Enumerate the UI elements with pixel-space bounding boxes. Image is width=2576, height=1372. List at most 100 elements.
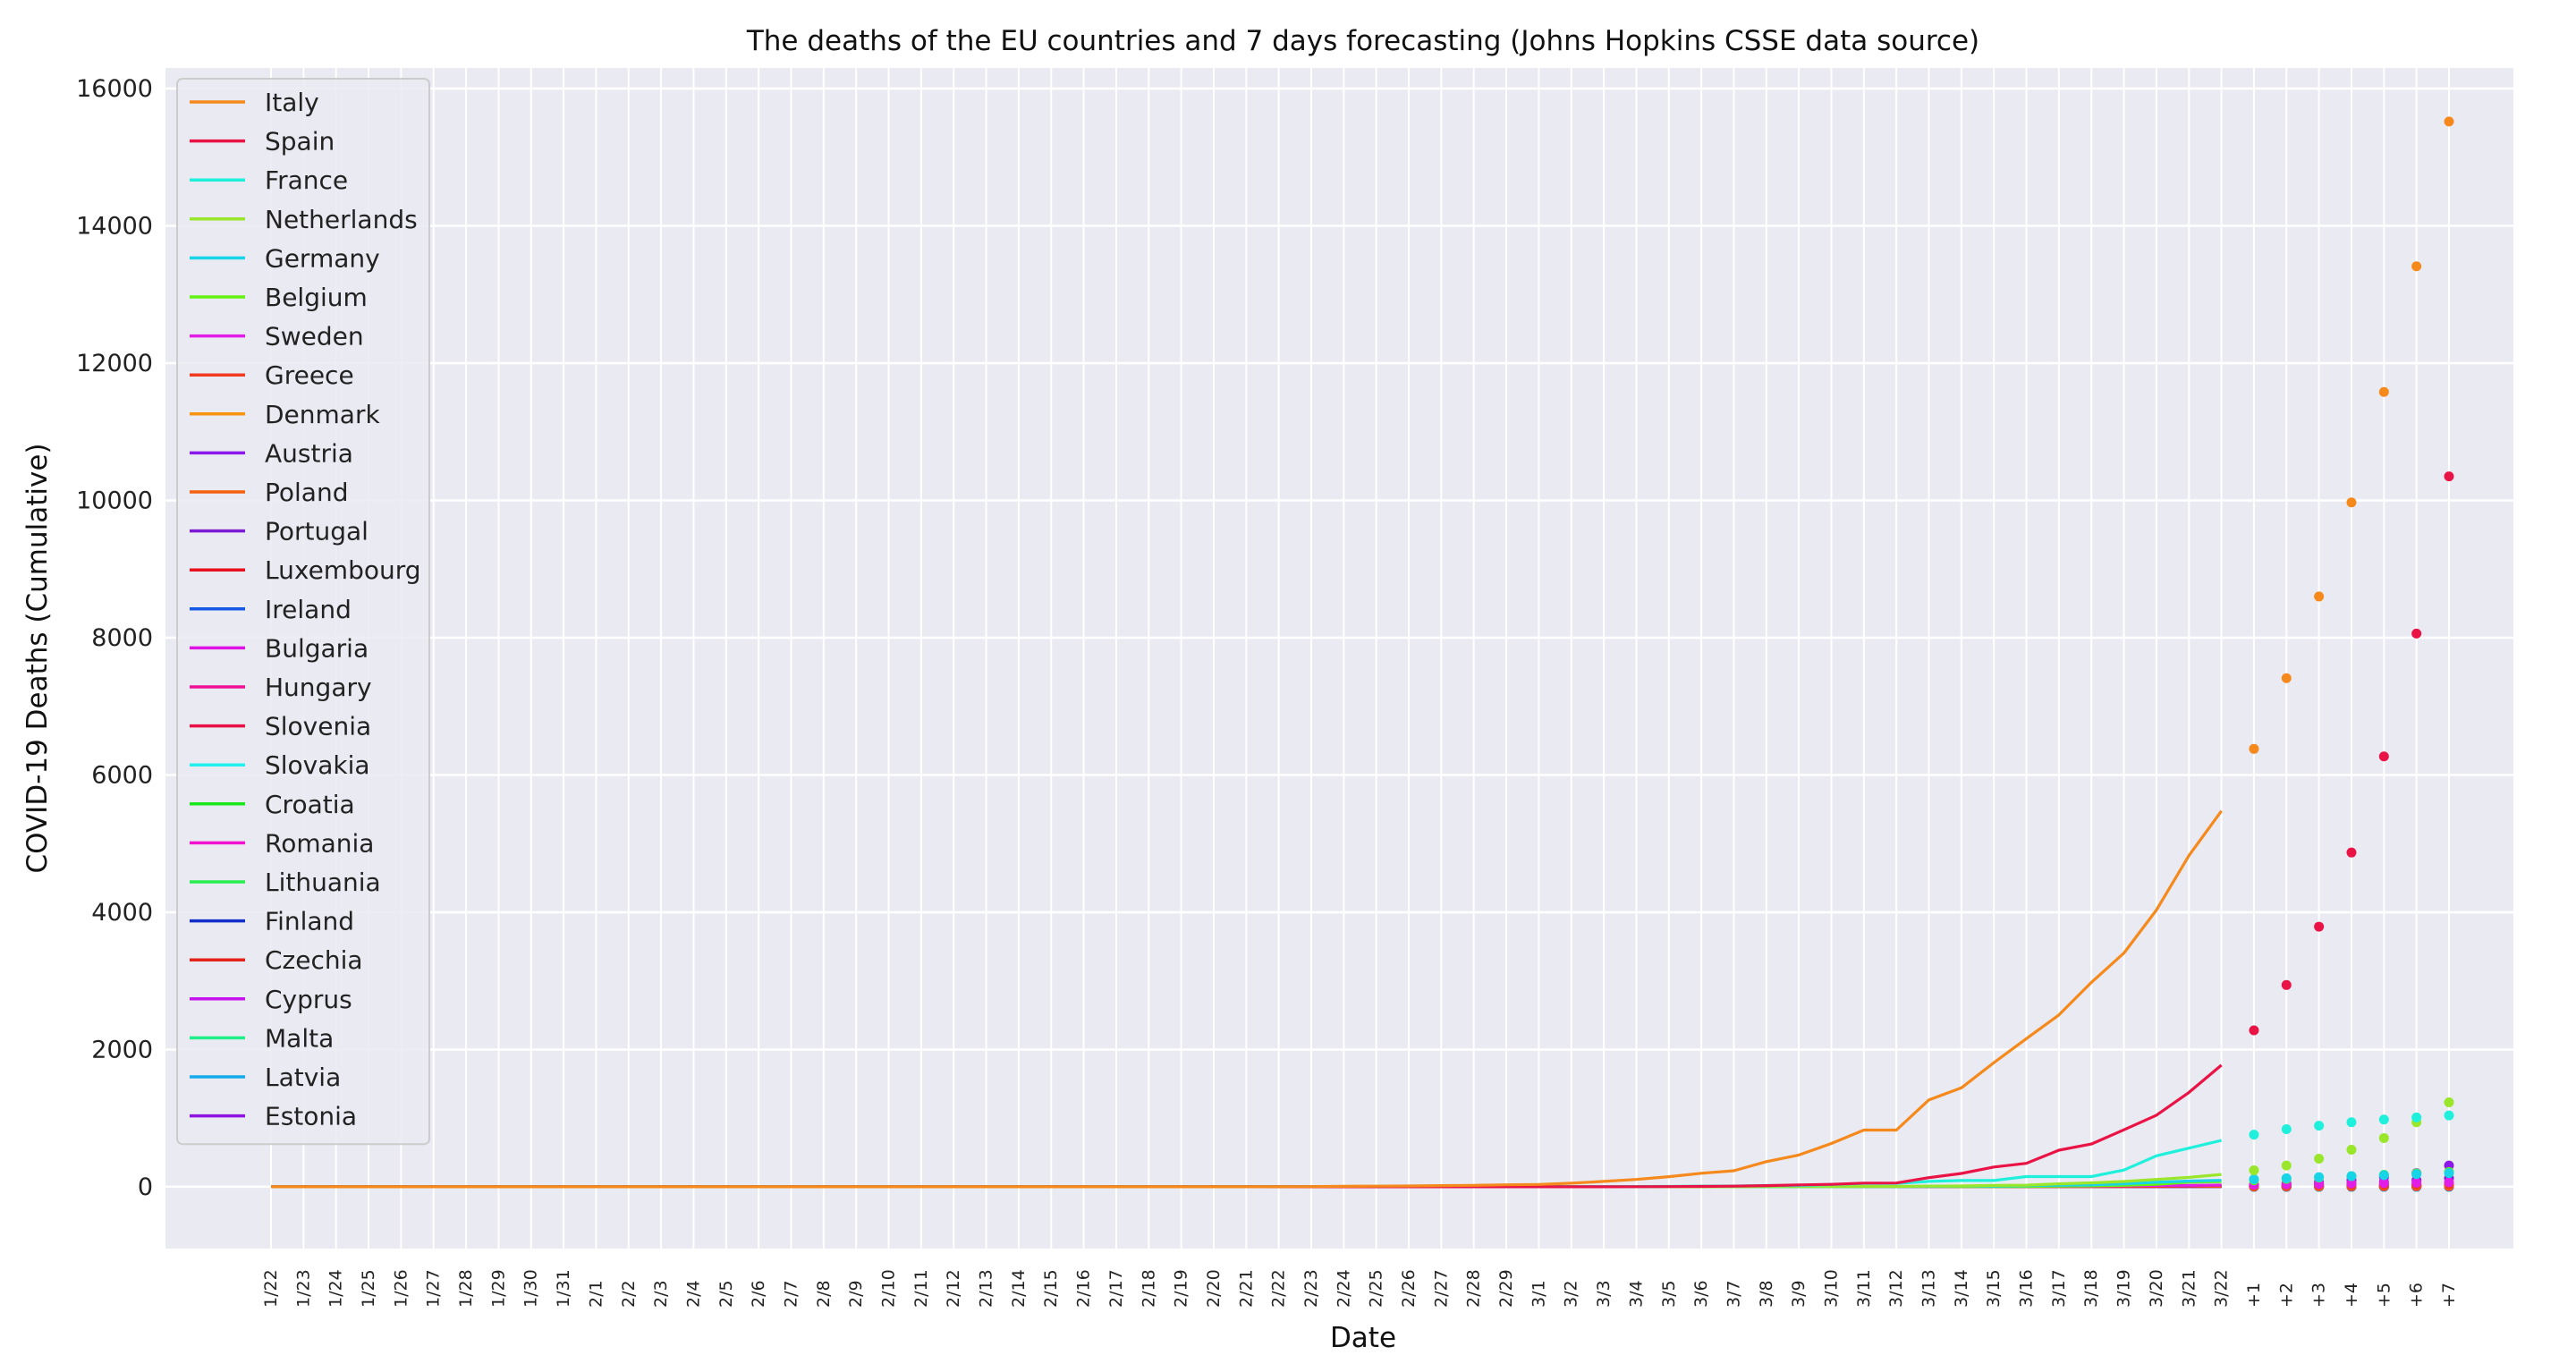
x-tick-label: 3/19 <box>2114 1269 2134 1308</box>
forecast-point-netherlands <box>2346 1144 2357 1155</box>
x-tick-label: 2/6 <box>749 1280 768 1308</box>
forecast-point-netherlands <box>2378 1132 2389 1143</box>
legend-label: Slovenia <box>265 712 371 741</box>
x-tick-label: 3/20 <box>2147 1269 2166 1308</box>
x-tick-label: 1/27 <box>424 1269 444 1308</box>
forecast-point-italy <box>2346 497 2357 508</box>
legend-label: Hungary <box>265 673 372 702</box>
legend-label: Italy <box>265 88 319 117</box>
forecast-point-netherlands <box>2249 1165 2259 1176</box>
x-tick-label: 3/3 <box>1594 1280 1614 1308</box>
x-tick-label: 2/4 <box>683 1280 703 1308</box>
forecast-point-germany <box>2411 1169 2422 1180</box>
x-tick-label: 2/22 <box>1269 1269 1289 1308</box>
x-tick-label: 2/8 <box>814 1280 834 1308</box>
forecast-point-italy <box>2378 386 2389 397</box>
forecast-point-sweden <box>2411 1177 2422 1188</box>
y-tick-label: 16000 <box>76 75 153 103</box>
y-axis: 0 2000 4000 6000 8000 10000 12000 14000 16000 <box>76 75 153 1201</box>
legend-label: Sweden <box>265 322 364 351</box>
x-tick-label: 2/28 <box>1464 1269 1484 1308</box>
x-tick-label: 1/26 <box>391 1269 411 1308</box>
x-tick-label: 2/29 <box>1496 1269 1516 1308</box>
x-tick-label: +3 <box>2309 1283 2329 1308</box>
x-tick-label: 2/5 <box>716 1280 736 1308</box>
x-tick-label: 2/18 <box>1139 1269 1158 1308</box>
x-tick-label: 3/1 <box>1529 1280 1548 1308</box>
legend-label: Ireland <box>265 595 352 624</box>
y-tick-label: 0 <box>138 1173 153 1201</box>
x-tick-label: 3/6 <box>1691 1280 1711 1308</box>
x-tick-label: 3/9 <box>1789 1280 1809 1308</box>
x-tick-label: 2/7 <box>781 1280 801 1308</box>
x-tick-label: 1/28 <box>456 1269 476 1308</box>
forecast-point-france <box>2411 1112 2422 1122</box>
x-tick-label: 2/20 <box>1204 1269 1224 1308</box>
forecast-point-spain <box>2346 847 2357 858</box>
legend-label: Cyprus <box>265 985 352 1014</box>
forecast-point-france <box>2249 1130 2259 1140</box>
legend-label: Denmark <box>265 400 380 429</box>
legend-label: Slovakia <box>265 750 370 780</box>
x-tick-label: 2/1 <box>586 1280 606 1308</box>
forecast-point-spain <box>2444 471 2454 482</box>
x-tick-label: 2/27 <box>1431 1269 1451 1308</box>
forecast-point-spain <box>2249 1025 2259 1036</box>
legend-label: Bulgaria <box>265 633 369 663</box>
x-tick-label: 2/23 <box>1301 1269 1321 1308</box>
x-tick-label: 2/10 <box>879 1269 899 1308</box>
x-axis-label: Date <box>1330 1322 1396 1354</box>
x-tick-label: +1 <box>2244 1283 2264 1308</box>
x-tick-label: 3/7 <box>1724 1280 1743 1308</box>
x-tick-label: 3/22 <box>2212 1269 2232 1308</box>
legend-label: Greece <box>265 360 354 390</box>
legend-label: Croatia <box>265 790 355 819</box>
x-tick-label: 2/15 <box>1041 1269 1061 1308</box>
series-lines <box>271 809 2223 1189</box>
x-tick-label: 3/8 <box>1757 1280 1776 1308</box>
forecast-point-italy <box>2281 673 2292 683</box>
x-tick-label: 3/11 <box>1854 1269 1874 1308</box>
x-tick-label: 3/14 <box>1952 1269 1971 1308</box>
legend-label: Latvia <box>265 1063 341 1092</box>
x-tick-label: 2/3 <box>651 1280 671 1308</box>
x-tick-label: 3/18 <box>2081 1269 2101 1308</box>
x-tick-label: +6 <box>2407 1283 2427 1308</box>
x-axis: 1/22 1/23 1/24 1/25 1/26 1/27 1/28 1/29 1/30 1/31… <box>261 1269 2459 1308</box>
x-tick-label: 3/17 <box>2049 1269 2069 1308</box>
x-tick-label: 3/2 <box>1562 1280 1581 1308</box>
y-tick-label: 14000 <box>76 213 153 241</box>
forecast-point-netherlands <box>2281 1160 2292 1171</box>
x-tick-label: 3/4 <box>1626 1280 1646 1308</box>
x-tick-label: 1/31 <box>554 1269 573 1308</box>
x-tick-label: +7 <box>2439 1283 2459 1308</box>
x-tick-label: 2/26 <box>1399 1269 1419 1308</box>
forecast-point-spain <box>2411 628 2422 639</box>
forecast-point-sweden <box>2378 1178 2389 1189</box>
x-tick-label: 2/11 <box>911 1269 931 1308</box>
y-tick-label: 8000 <box>91 624 153 652</box>
legend-label: Austria <box>265 438 353 468</box>
forecast-point-italy <box>2249 743 2259 754</box>
forecast-point-germany <box>2378 1170 2389 1181</box>
forecast-point-spain <box>2378 751 2389 762</box>
x-tick-label: +4 <box>2342 1283 2361 1308</box>
y-tick-label: 10000 <box>76 487 153 514</box>
legend-label: Finland <box>265 907 354 936</box>
x-tick-label: 2/21 <box>1236 1269 1256 1308</box>
plot-area <box>165 68 2513 1249</box>
x-tick-label: 3/5 <box>1659 1280 1679 1308</box>
x-tick-label: 3/21 <box>2179 1269 2199 1308</box>
x-tick-label: 2/12 <box>944 1269 963 1308</box>
forecast-point-france <box>2346 1117 2357 1128</box>
legend-label: Germany <box>265 243 380 273</box>
forecast-point-sweden <box>2444 1177 2454 1188</box>
legend-label: Netherlands <box>265 205 418 234</box>
x-tick-label: 2/19 <box>1172 1269 1191 1308</box>
x-tick-label: 1/30 <box>521 1269 541 1308</box>
forecast-point-france <box>2378 1114 2389 1125</box>
x-tick-label: 3/12 <box>1886 1269 1906 1308</box>
forecast-point-italy <box>2314 591 2325 602</box>
forecast-point-spain <box>2314 921 2325 932</box>
